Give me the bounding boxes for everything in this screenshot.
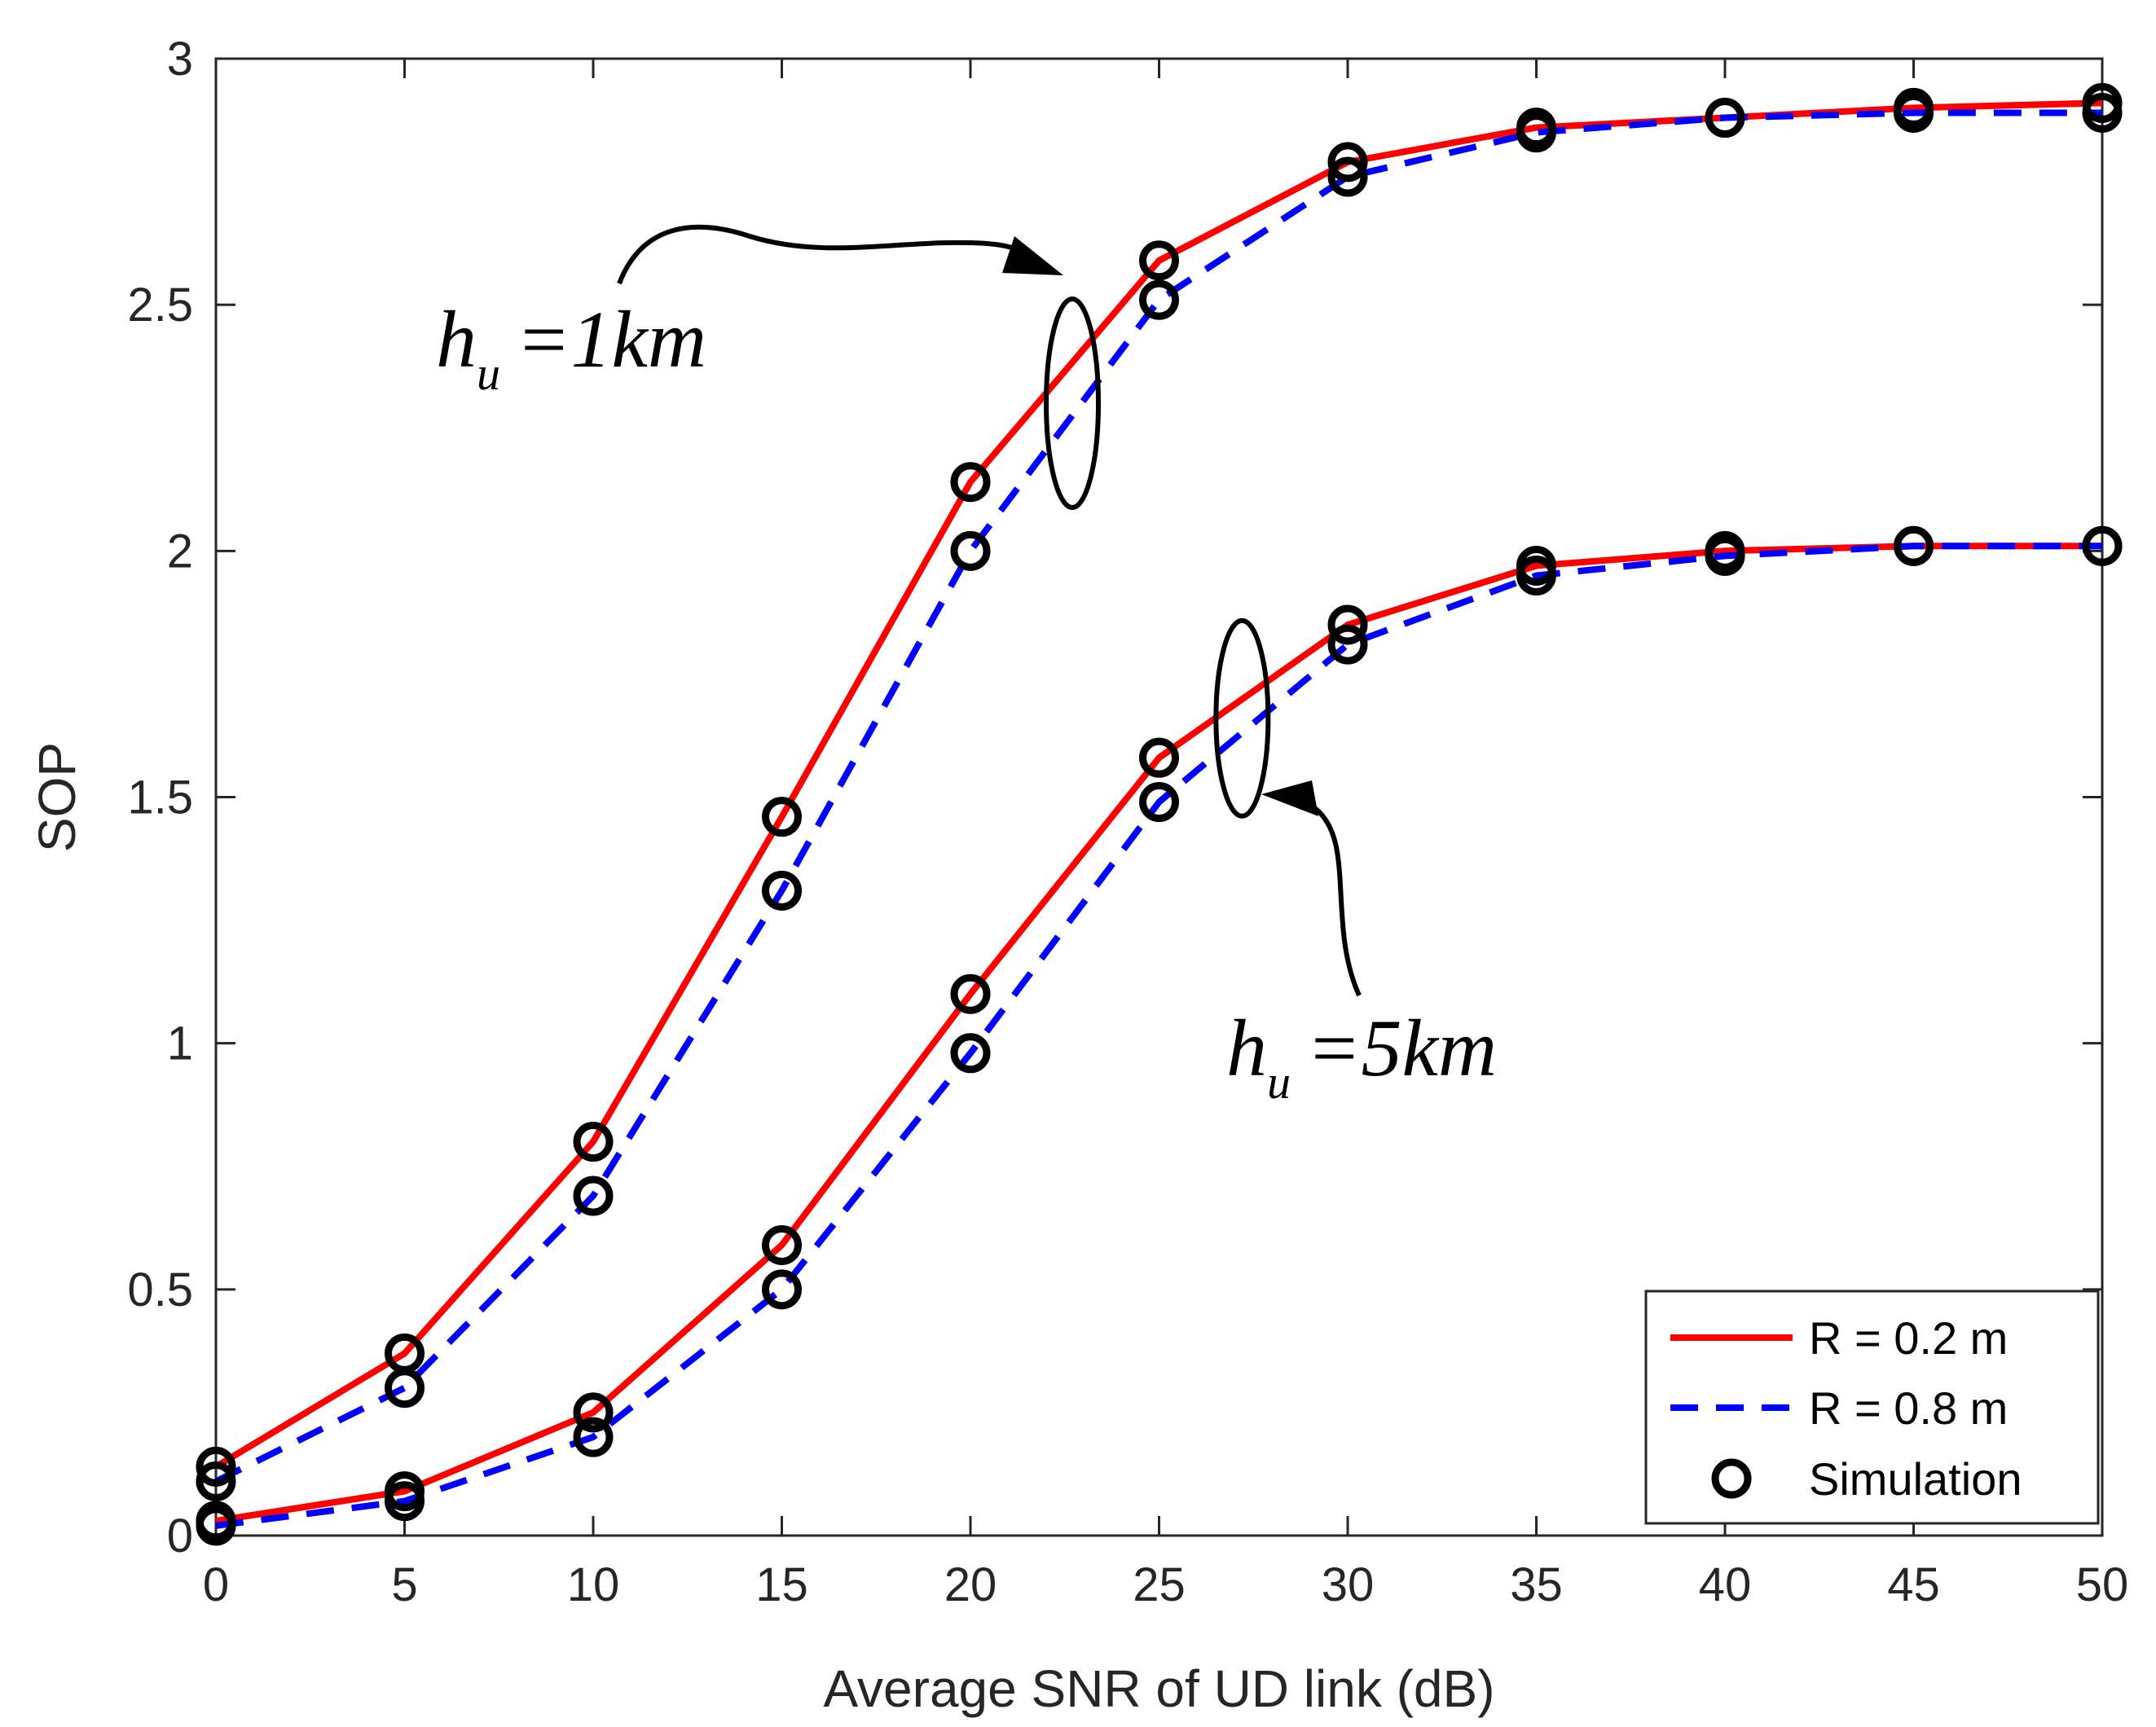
- annotation-sub-1: u: [1267, 1056, 1291, 1109]
- simulation-marker-hu=1km-r08-15: [762, 870, 802, 911]
- legend-swatch-simulation: [1711, 1458, 1752, 1499]
- legend-entry-0: R = 0.2 m: [1809, 1312, 2008, 1364]
- annotation-ellipse-5km: [1213, 617, 1271, 819]
- simulation-marker-hu=1km-r08-10: [573, 1176, 614, 1216]
- x-axis-label: Average SNR of UD link (dB): [824, 1659, 1495, 1718]
- x-tick-label-5: 5: [391, 1558, 417, 1611]
- simulation-marker-hu=1km-r08-5: [385, 1368, 425, 1408]
- simulation-marker-hu=1km-r02-0: [196, 1446, 236, 1487]
- x-tick-label-40: 40: [1699, 1558, 1752, 1611]
- annotation-ellipse-1km: [1044, 297, 1102, 511]
- y-tick-label-1.5: 1.5: [127, 771, 193, 824]
- simulation-marker-hu=5km-r08-25: [1139, 782, 1179, 823]
- annotation-main-1: h: [1226, 1003, 1267, 1093]
- x-tick-label-15: 15: [755, 1558, 808, 1611]
- simulation-marker-hu=5km-r08-30: [1327, 624, 1368, 665]
- series-line-hu=1km-r08: [214, 109, 2102, 1485]
- y-axis-label: SOP: [28, 742, 86, 852]
- series-line-hu=5km-r02: [215, 543, 2102, 1524]
- annotation-arrowhead-1km: [1002, 236, 1063, 275]
- simulation-marker-hu=5km-r08-45: [1894, 525, 1934, 566]
- annotation-label-0: h u =1km: [436, 294, 706, 400]
- simulation-marker-hu=5km-r02-15: [762, 1224, 802, 1265]
- simulation-marker-hu=5km-r02-25: [1139, 737, 1179, 778]
- simulation-marker-hu=5km-r08-10: [573, 1417, 614, 1457]
- simulation-marker-hu=5km-r02-30: [1327, 604, 1368, 645]
- y-tick-label-2: 2: [167, 525, 193, 578]
- simulation-marker-hu=5km-r08-0: [196, 1505, 236, 1546]
- simulation-marker-hu=5km-r02-20: [950, 973, 991, 1014]
- x-tick-label-0: 0: [203, 1558, 229, 1611]
- simulation-marker-hu=5km-r08-20: [950, 1033, 991, 1074]
- simulation-marker-hu=5km-r08-40: [1705, 535, 1745, 576]
- simulation-marker-hu=1km-r02-20: [950, 462, 991, 503]
- simulation-marker-hu=5km-r02-10: [573, 1392, 614, 1433]
- series-line-hu=5km-r08: [215, 543, 2102, 1529]
- annotation-rest-1: =5km: [1306, 1003, 1497, 1093]
- legend-entry-2: Simulation: [1809, 1453, 2022, 1505]
- x-tick-label-25: 25: [1133, 1558, 1186, 1611]
- simulation-marker-hu=1km-r02-30: [1327, 142, 1368, 182]
- y-tick-label-3: 3: [167, 33, 193, 86]
- annotation-rest-0: =1km: [516, 294, 706, 385]
- x-tick-label-30: 30: [1322, 1558, 1375, 1611]
- legend-entry-1: R = 0.8 m: [1809, 1382, 2008, 1434]
- annotation-arrow-1km: [617, 224, 1024, 285]
- simulation-marker-hu=1km-r02-15: [762, 797, 802, 837]
- y-tick-label-2.5: 2.5: [127, 279, 193, 332]
- simulation-marker-hu=1km-r08-25: [1139, 279, 1179, 320]
- simulation-marker-hu=5km-r08-50: [2082, 525, 2123, 566]
- simulation-marker-hu=1km-r08-40: [1705, 98, 1745, 138]
- simulation-marker-hu=1km-r08-0: [196, 1461, 236, 1502]
- x-tick-label-50: 50: [2076, 1558, 2129, 1611]
- x-tick-label-10: 10: [567, 1558, 620, 1611]
- x-tick-label-45: 45: [1887, 1558, 1940, 1611]
- x-tick-label-35: 35: [1510, 1558, 1563, 1611]
- x-tick-label-20: 20: [944, 1558, 997, 1611]
- simulation-marker-hu=1km-r08-45: [1894, 92, 1934, 133]
- annotation-arrowhead-5km: [1261, 780, 1318, 816]
- annotation-label-1: h u =5km: [1226, 1003, 1497, 1109]
- simulation-marker-hu=5km-r08-5: [385, 1481, 425, 1522]
- simulation-marker-hu=5km-r08-35: [1516, 556, 1556, 596]
- simulation-marker-hu=1km-r08-35: [1516, 112, 1556, 153]
- y-tick-label-1: 1: [167, 1017, 193, 1070]
- simulation-marker-hu=1km-r08-50: [2082, 92, 2123, 133]
- y-tick-label-0: 0: [167, 1509, 193, 1562]
- simulation-marker-hu=5km-r08-15: [762, 1269, 802, 1310]
- annotation-sub-0: u: [477, 347, 500, 400]
- plot-frame: [214, 57, 2104, 1537]
- simulation-marker-hu=1km-r08-30: [1327, 156, 1368, 197]
- simulation-marker-hu=1km-r02-10: [573, 1122, 614, 1162]
- annotation-main-0: h: [436, 294, 477, 385]
- simulation-marker-hu=1km-r08-20: [950, 530, 991, 571]
- y-tick-label-0.5: 0.5: [127, 1263, 193, 1316]
- simulation-marker-hu=1km-r02-25: [1139, 240, 1179, 281]
